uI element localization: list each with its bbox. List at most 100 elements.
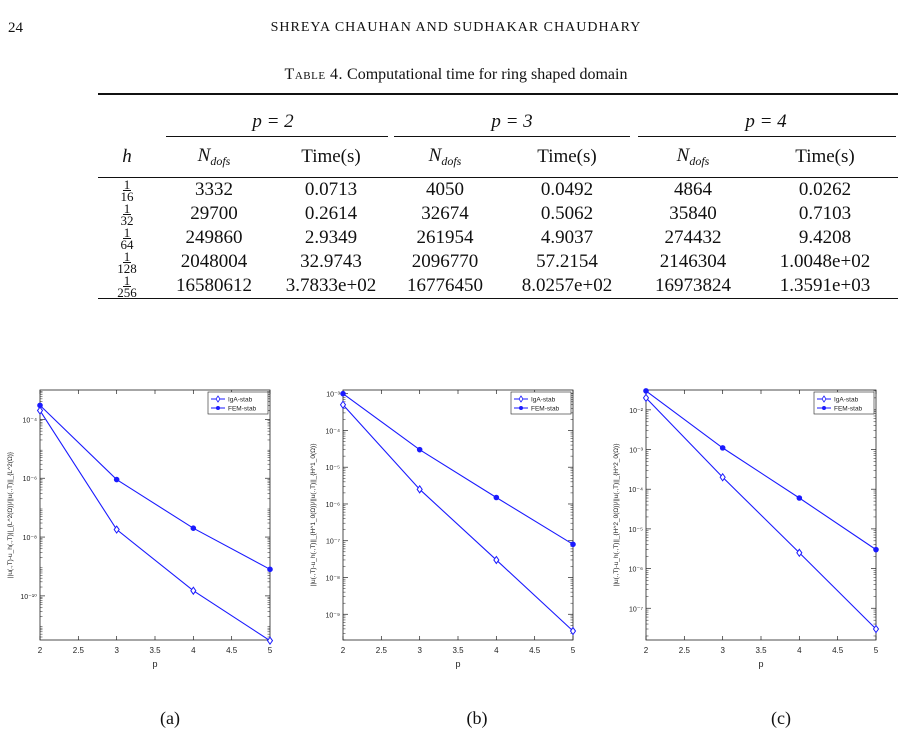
data-point-dot (873, 546, 879, 553)
plot-frame (342, 389, 574, 641)
y-tick-label: 10⁻⁸ (23, 535, 37, 542)
y-tick-label: 10⁻⁹ (326, 612, 340, 619)
legend-label: FEM-stab (228, 406, 257, 413)
group-underline (166, 136, 388, 137)
x-tick-label: 3.5 (149, 646, 161, 655)
group-underline (638, 136, 896, 137)
page-number: 24 (8, 20, 23, 36)
legend-marker-diamond (215, 395, 221, 403)
x-tick-label: 4 (797, 646, 802, 655)
y-tick-label: 10⁻⁵ (326, 465, 340, 472)
group-underline (394, 136, 630, 137)
group-header: p = 4 (745, 111, 787, 132)
legend-label: IgA-stab (834, 397, 859, 404)
data-point-dot (643, 388, 649, 394)
table-row: 1 16 3332 0.0713 4050 0.0492 4864 0.0262 (98, 178, 898, 203)
x-tick-label: 4 (191, 646, 196, 655)
series-line-iga-stab (342, 404, 574, 632)
cell-ndofs: 2096770 (411, 251, 479, 272)
cell-time: 0.5062 (540, 203, 594, 224)
row-h-value: 1 128 (117, 248, 137, 276)
row-h-value: 1 256 (117, 272, 137, 300)
cell-ndofs: 274432 (664, 227, 722, 248)
column-header-ndofs: Ndofs (428, 145, 462, 168)
cell-ndofs: 249860 (185, 227, 243, 248)
table-caption: Table 4. Computational time for ring sha… (0, 66, 912, 84)
results-table-container: p = 2 p = 3 p = 4 h Ndofs Time(s) Ndofs … (98, 93, 898, 299)
cell-time: 1.0048e+02 (779, 251, 871, 272)
cell-ndofs: 29700 (190, 203, 238, 224)
data-point-diamond (719, 472, 726, 482)
cell-time: 57.2154 (536, 251, 598, 272)
cell-time: 9.4208 (798, 227, 852, 248)
legend-label: IgA-stab (228, 397, 253, 404)
running-header: SHREYA CHAUHAN AND SUDHAKAR CHAUDHARY (270, 20, 642, 35)
cell-time: 0.0492 (540, 179, 594, 200)
x-axis-label: p (758, 659, 763, 669)
table-row: 1 64 249860 2.9349 261954 4.9037 274432 9.4208 (98, 224, 898, 252)
row-h-value: 1 32 (120, 200, 134, 228)
data-point-diamond (569, 626, 577, 636)
row-h-value: 1 64 (120, 224, 134, 252)
group-header: p = 3 (491, 111, 533, 132)
data-point-diamond (339, 400, 347, 410)
y-axis-label: ||u(.,T)-u_h(.,T)||_{H^1_0(Ω)}/||u(.,T)|… (310, 443, 317, 587)
data-point-dot (493, 494, 500, 501)
x-tick-label: 2 (341, 646, 346, 655)
y-axis-label: ||u(.,T)-u_h(.,T)||_{H^2_0(Ω)}/||u(.,T)|… (613, 443, 620, 587)
cell-time: 0.7103 (798, 203, 852, 224)
data-point-diamond (642, 393, 650, 403)
chart-c-svg: 2 2.5 3 3.5 4 4.5 5 p 10⁻² 10⁻³ 10⁻⁴ 10⁻⁵ 10⁻⁶ 10⁻⁷ ||… (613, 388, 880, 669)
x-axis-label: p (455, 659, 460, 669)
subfigure-label-c: (c) (771, 708, 791, 728)
y-tick-label: 10⁻⁸ (326, 576, 340, 583)
y-tick-label: 10⁻⁴ (326, 428, 341, 435)
y-tick-label: 10⁻⁴ (23, 417, 38, 424)
cell-ndofs: 16973824 (655, 275, 731, 296)
cell-ndofs: 4864 (674, 179, 712, 200)
y-tick-label: 10⁻³ (629, 448, 643, 455)
data-point-dot (113, 476, 120, 483)
row-h-value: 1 16 (120, 176, 134, 204)
cell-time: 0.0262 (798, 179, 852, 200)
table-row: 1 32 29700 0.2614 32674 0.5062 35840 0.7103 (98, 200, 898, 228)
series-line-fem-stab (39, 404, 271, 570)
y-axis-label: ||u(.,T)-u_h(.,T)||_{L^2(Ω)}/||u(.,T)||_… (7, 451, 14, 578)
chart-b: 2 2.5 3 3.5 4 4.5 5 p 10⁻³ 10⁻⁴ 10⁻⁵ 10⁻⁶ 10⁻⁷ 10⁻⁸ 10… (303, 370, 603, 670)
table-caption-text: Computational time for ring shaped domai… (347, 66, 628, 83)
x-tick-label: 2.5 (73, 646, 85, 655)
x-tick-label: 4.5 (832, 646, 844, 655)
data-point-diamond (113, 525, 120, 534)
legend-marker-diamond (518, 395, 524, 403)
cell-time: 3.7833e+02 (285, 275, 377, 296)
cell-time: 2.9349 (304, 227, 358, 248)
cell-ndofs: 2146304 (659, 251, 727, 272)
chart-a-svg: 2 2.5 3 3.5 4 4.5 5 p 10⁻⁴ 10⁻⁶ 10⁻⁸ 10⁻¹⁰ ||u(.,T)-… (7, 389, 274, 669)
y-tick-label: 10⁻⁶ (629, 567, 643, 574)
legend-label: IgA-stab (531, 397, 556, 404)
table-group-header-row: p = 2 p = 3 p = 4 (98, 94, 898, 137)
column-header-time: Time(s) (795, 146, 855, 167)
x-tick-label: 5 (874, 646, 879, 655)
cell-time: 1.3591e+03 (779, 275, 871, 296)
x-tick-label: 5 (571, 646, 576, 655)
data-point-dot (570, 541, 576, 548)
data-point-diamond (190, 586, 197, 596)
x-tick-label: 3.5 (452, 646, 464, 655)
x-tick-label: 3.5 (755, 646, 767, 655)
y-tick-label: 10⁻⁵ (629, 527, 643, 534)
x-tick-label: 2.5 (679, 646, 691, 655)
cell-ndofs: 16776450 (407, 275, 483, 296)
x-tick-label: 2 (38, 646, 43, 655)
cell-time: 4.9037 (540, 227, 594, 248)
series-line-iga-stab (645, 397, 877, 630)
chart-b-svg: 2 2.5 3 3.5 4 4.5 5 p 10⁻³ 10⁻⁴ 10⁻⁵ 10⁻⁶ 10⁻⁷ 10⁻⁸ 10… (310, 389, 577, 669)
data-point-dot (37, 402, 43, 409)
cell-ndofs: 2048004 (180, 251, 248, 272)
x-tick-label: 5 (268, 646, 273, 655)
legend-marker-dot (519, 406, 523, 410)
data-point-diamond (416, 484, 423, 494)
column-header-ndofs: Ndofs (197, 145, 231, 168)
x-tick-label: 3 (114, 646, 119, 655)
cell-ndofs: 16580612 (176, 275, 252, 296)
